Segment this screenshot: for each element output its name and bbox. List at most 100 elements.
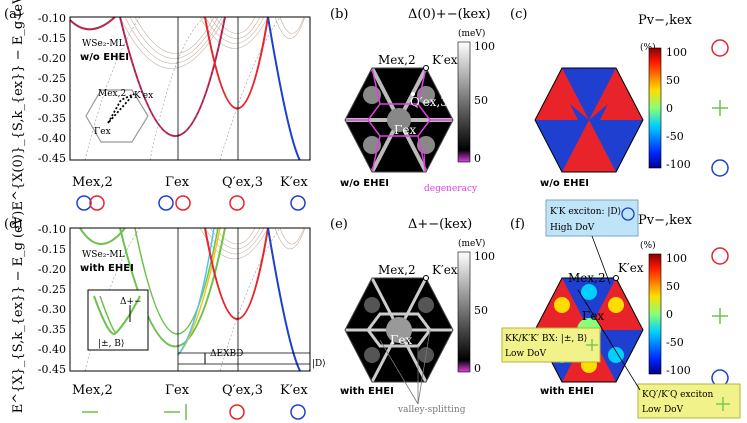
- panel-f-unit: (%): [640, 240, 656, 251]
- panel-f-box-kq: KQ′/K′Q exciton Low DoV: [577, 289, 741, 419]
- svg-text:-0.45: -0.45: [38, 363, 66, 376]
- svg-text:Mex,2: Mex,2: [98, 89, 126, 99]
- svg-text:Mex,2: Mex,2: [378, 263, 416, 277]
- svg-text:-0.40: -0.40: [38, 343, 66, 356]
- svg-text:Γex: Γex: [165, 383, 190, 398]
- panel-d-label: (d): [4, 217, 22, 232]
- panel-d-polarization-icons: [82, 404, 187, 420]
- svg-text:Low DoV: Low DoV: [642, 405, 684, 415]
- panel-c-condition: w/o EHEI: [540, 178, 589, 189]
- svg-text:-0.10: -0.10: [38, 12, 66, 25]
- panel-d-condition: with EHEI: [80, 263, 134, 274]
- panel-a-inset: Mex,2 K′ex Γex: [85, 89, 153, 143]
- svg-text:-0.20: -0.20: [38, 52, 66, 65]
- svg-text:Γex: Γex: [582, 309, 604, 323]
- svg-text:0: 0: [666, 102, 673, 115]
- svg-text:K′ex: K′ex: [432, 53, 458, 67]
- panel-e-label: (e): [330, 217, 348, 232]
- panel-f: (f) Pv−,kex (%) Mex,2 K′ex Γex 100 50 0 …: [501, 199, 741, 419]
- panel-a-xlabels: Mex,2 Γex Q′ex,3 K′ex: [72, 175, 308, 190]
- panel-a-ylabel: E^{X(0)}_{S,k_{ex}} − E_g (eV): [11, 0, 26, 210]
- panel-e: (e) Δ+−(kex) (meV) Mex,2 K′ex Γex 100 50…: [330, 217, 495, 415]
- svg-text:-0.45: -0.45: [38, 152, 66, 165]
- panel-d-inset: Δ+− |±, B⟩: [87, 289, 149, 351]
- svg-text:Γex: Γex: [165, 175, 190, 190]
- panel-d-xlabels: Mex,2 Γex Q′ex,3 K′ex: [72, 383, 308, 398]
- panel-d-yticks: -0.10 -0.15 -0.20 -0.25 -0.30 -0.35 -0.4…: [38, 223, 66, 376]
- svg-text:100: 100: [666, 252, 687, 265]
- panel-f-title: Pv−,kex: [638, 213, 693, 228]
- svg-text:100: 100: [666, 46, 687, 59]
- svg-text:-50: -50: [666, 130, 684, 143]
- svg-text:-0.15: -0.15: [38, 243, 66, 256]
- svg-text:Q′ex,3: Q′ex,3: [222, 383, 263, 398]
- panel-c-label: (c): [510, 7, 527, 22]
- panel-a-yticks: -0.10 -0.15 -0.20 -0.25 -0.30 -0.35 -0.4…: [38, 12, 66, 165]
- panel-c-unit: (%): [640, 42, 656, 53]
- svg-text:Γex: Γex: [394, 123, 416, 137]
- svg-text:Mex,2: Mex,2: [72, 383, 113, 398]
- svg-text:50: 50: [666, 280, 680, 293]
- svg-text:Γex: Γex: [94, 127, 111, 137]
- svg-text:-0.25: -0.25: [38, 72, 66, 85]
- panel-a-label: (a): [4, 7, 22, 22]
- svg-text:Mex,2: Mex,2: [568, 271, 606, 285]
- svg-text:-0.30: -0.30: [38, 303, 66, 316]
- svg-text:KK/K′K′ BX: |±, B⟩: KK/K′K′ BX: |±, B⟩: [505, 334, 587, 344]
- svg-text:Q′ex,3: Q′ex,3: [410, 95, 448, 109]
- panel-b-map: [345, 68, 453, 172]
- svg-text:Mex,2: Mex,2: [72, 175, 113, 190]
- svg-text:K′ex: K′ex: [280, 175, 308, 190]
- svg-text:Γex: Γex: [390, 333, 412, 347]
- svg-text:High DoV: High DoV: [550, 223, 595, 233]
- panel-a-condition: w/o EHEI: [80, 52, 129, 63]
- panel-e-colorbar-ticks: 100 50 0: [474, 250, 495, 375]
- panel-e-unit: (meV): [458, 238, 485, 249]
- panel-b-colorbar-ticks: 100 50 0: [474, 40, 495, 165]
- panel-b-title: Δ(0)+−(kex): [408, 7, 491, 22]
- svg-text:0: 0: [474, 152, 481, 165]
- panel-b-degeneracy: degeneracy: [424, 184, 478, 194]
- panel-f-colorbar-ticks: 100 50 0 -50 -100: [666, 252, 691, 377]
- svg-text:|±, B⟩: |±, B⟩: [98, 339, 124, 349]
- panel-c: (c) Pv−,kex (%) 100 50 0 -50 -100 w/o EH…: [510, 7, 729, 189]
- panel-a-polarization-icons: [76, 195, 306, 211]
- panel-b-label: (b): [330, 7, 348, 22]
- panel-b-condition: w/o EHEI: [340, 178, 389, 189]
- panel-f-box-dark: K′K exciton: |D⟩ High DoV: [545, 199, 639, 285]
- svg-text:-0.25: -0.25: [38, 283, 66, 296]
- panel-c-colorbar-ticks: 100 50 0 -50 -100: [666, 46, 691, 171]
- svg-text:Low DoV: Low DoV: [505, 349, 547, 359]
- panel-b-unit: (meV): [458, 28, 485, 39]
- svg-text:-0.15: -0.15: [38, 32, 66, 45]
- svg-text:K′K exciton: |D⟩: K′K exciton: |D⟩: [550, 207, 621, 217]
- panel-d-ylabel: E^{X}_{S,k_{ex}} − E_g (eV): [11, 211, 26, 414]
- svg-text:-100: -100: [666, 364, 691, 377]
- svg-text:100: 100: [474, 40, 495, 53]
- svg-text:-0.35: -0.35: [38, 323, 66, 336]
- panel-f-label: (f): [510, 217, 525, 232]
- panel-d-splitting: ΔEXBD: [210, 349, 243, 359]
- panel-f-box-bright: KK/K′K′ BX: |±, B⟩ Low DoV: [501, 327, 601, 363]
- svg-text:50: 50: [474, 94, 488, 107]
- svg-text:K′ex: K′ex: [432, 263, 458, 277]
- svg-text:K′ex: K′ex: [618, 261, 644, 275]
- panel-f-condition: with EHEI: [540, 386, 594, 397]
- svg-text:100: 100: [474, 250, 495, 263]
- panel-e-valley-splitting: valley-splitting: [397, 405, 466, 415]
- svg-text:-50: -50: [666, 336, 684, 349]
- panel-d: (d) E^{X}_{S,k_{ex}} − E_g (eV) -0.10 -0…: [4, 211, 326, 420]
- panel-e-map: [345, 278, 453, 382]
- svg-text:K′ex: K′ex: [134, 91, 153, 101]
- svg-text:-100: -100: [666, 158, 691, 171]
- svg-text:-0.20: -0.20: [38, 263, 66, 276]
- panel-c-title: Pv−,kex: [638, 13, 693, 28]
- svg-text:-0.40: -0.40: [38, 132, 66, 145]
- svg-text:Δ+−: Δ+−: [120, 297, 142, 307]
- svg-text:-0.30: -0.30: [38, 92, 66, 105]
- svg-text:KQ′/K′Q exciton: KQ′/K′Q exciton: [642, 390, 714, 400]
- panel-b: (b) Δ(0)+−(kex) (meV) Mex,2 K′ex Γe: [330, 7, 495, 194]
- svg-text:50: 50: [474, 304, 488, 317]
- svg-text:0: 0: [666, 308, 673, 321]
